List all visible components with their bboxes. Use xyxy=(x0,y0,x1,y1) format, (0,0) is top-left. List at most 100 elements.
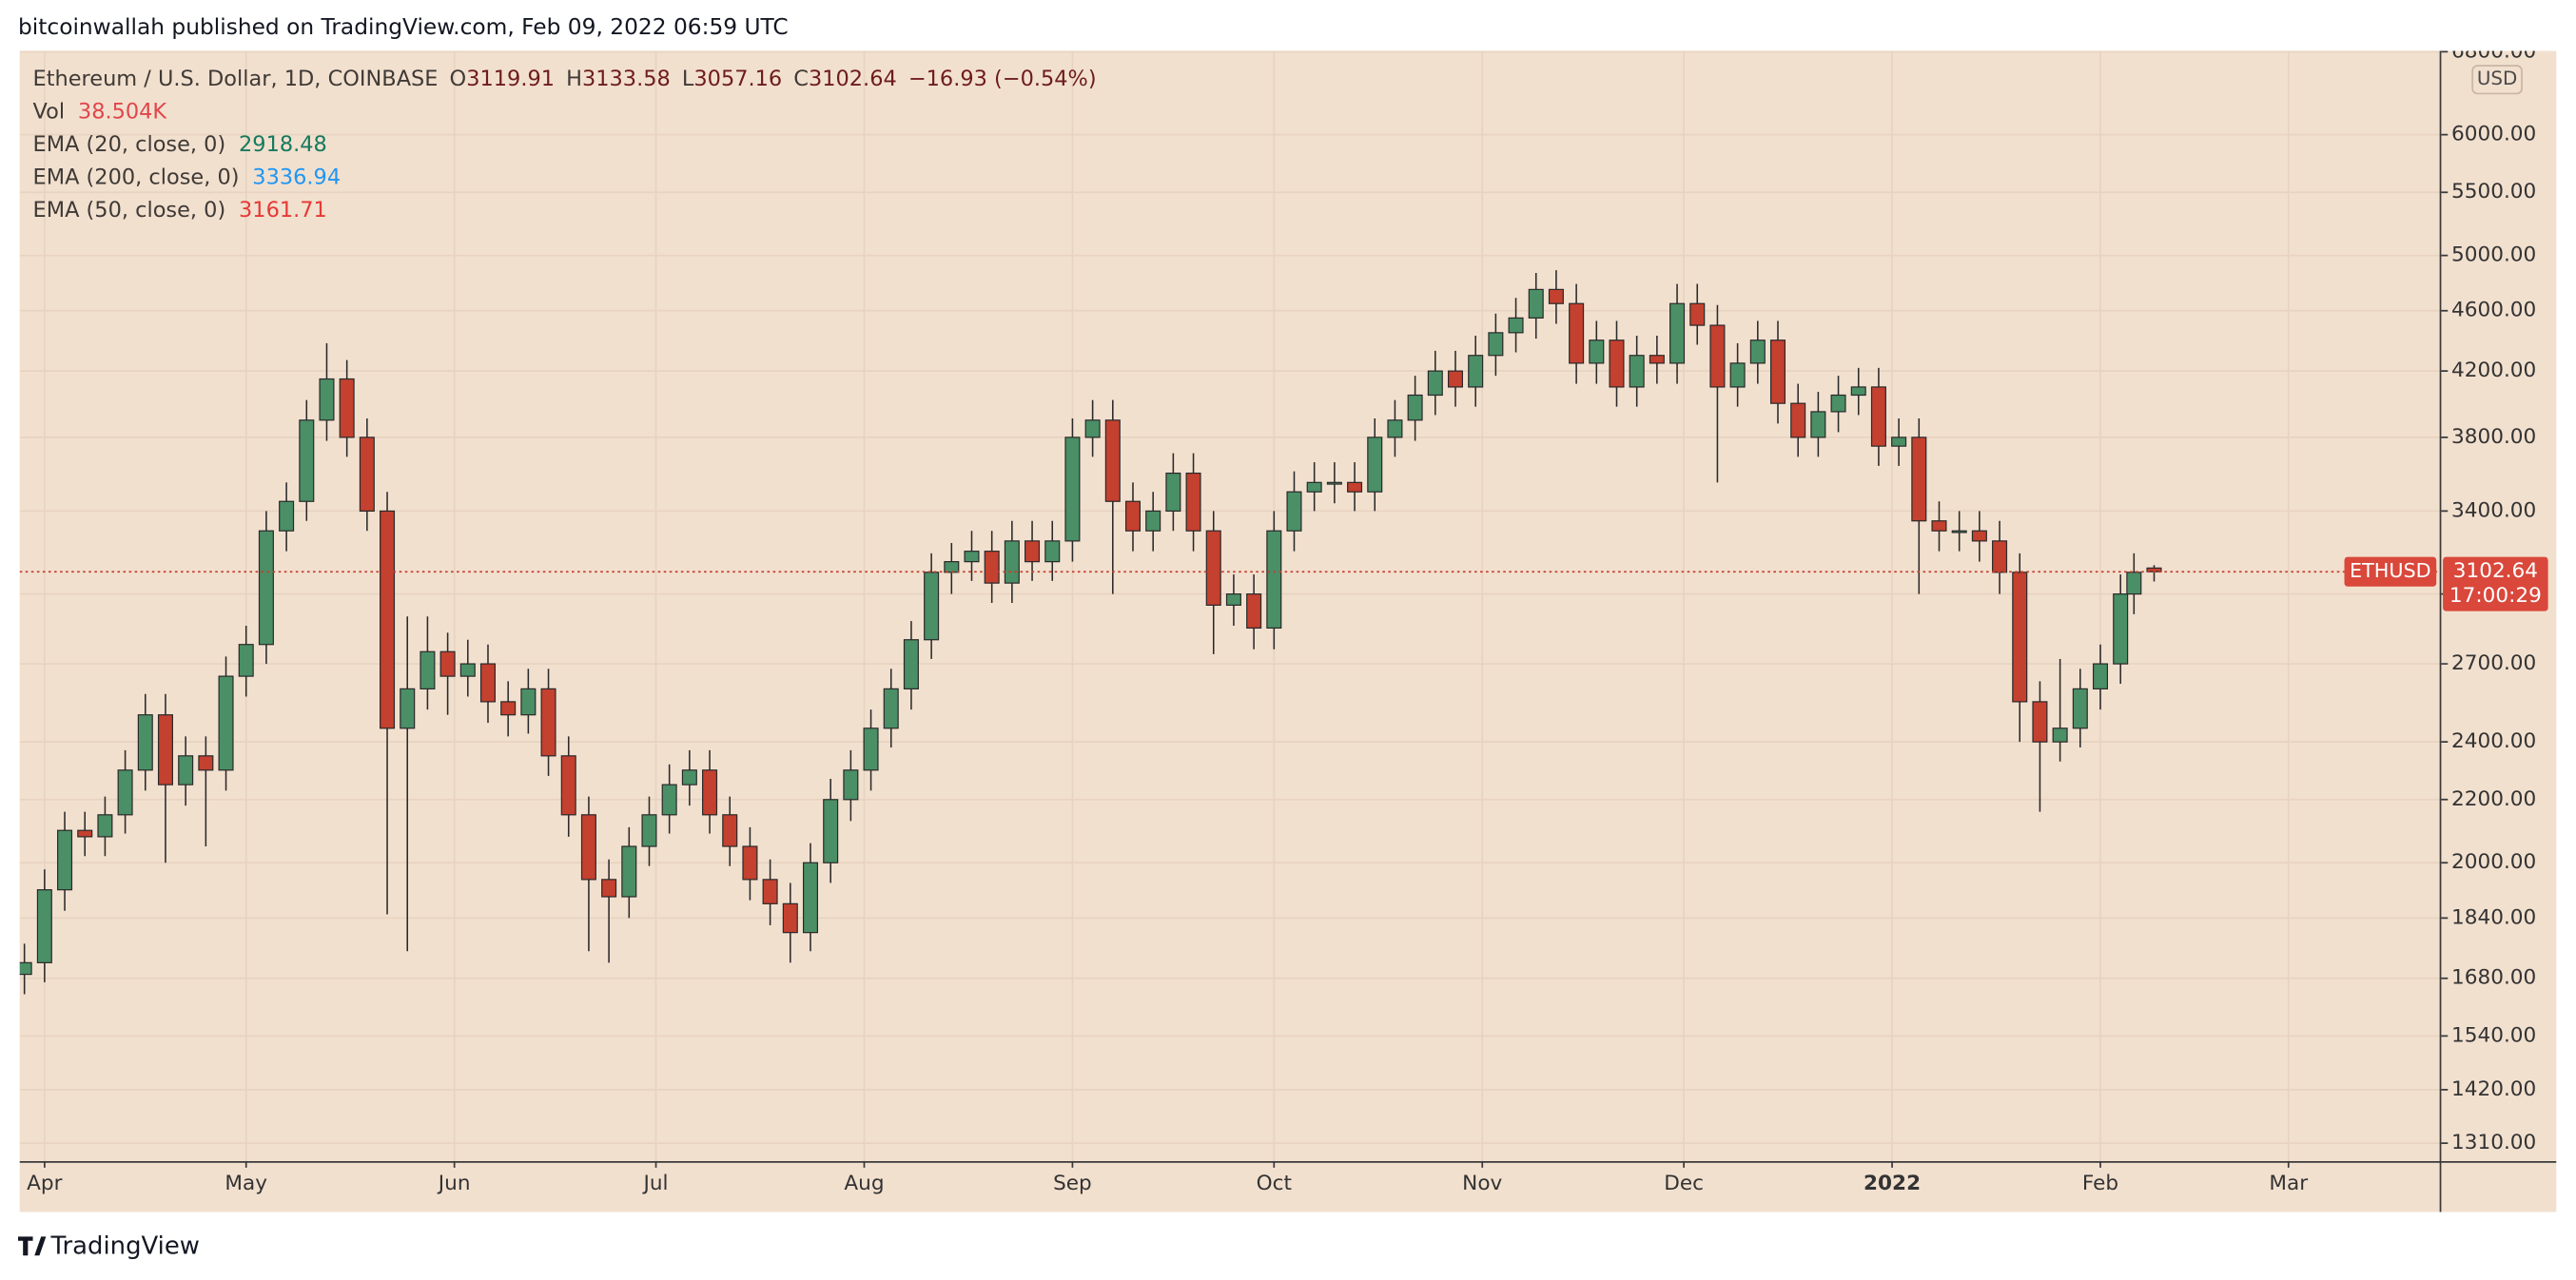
candle-body xyxy=(439,650,456,677)
currency-label[interactable]: USD xyxy=(2477,68,2517,89)
candle-body xyxy=(319,378,335,421)
candle-body xyxy=(1870,386,1886,447)
candle-body xyxy=(520,688,537,716)
candle-body xyxy=(2092,663,2109,689)
y-tick-label: 6000.00 xyxy=(2451,123,2536,146)
x-tick-label: Jun xyxy=(437,1172,471,1195)
chart-background xyxy=(19,50,2557,1212)
candle-body xyxy=(1548,288,1564,304)
candle-body xyxy=(903,639,919,689)
price-label: 3102.64 xyxy=(2453,559,2538,583)
candle-body xyxy=(762,879,778,904)
candle-body xyxy=(1205,530,1221,606)
candle-body xyxy=(1266,530,1282,629)
indicator-value: 3336.94 xyxy=(252,165,341,189)
x-tick-label: Mar xyxy=(2269,1172,2308,1195)
candle-body xyxy=(1488,332,1504,357)
candle-body xyxy=(279,500,295,532)
candle-body xyxy=(863,727,879,771)
candle-body xyxy=(400,688,416,729)
candle-body xyxy=(580,814,596,881)
y-tick-label: 4200.00 xyxy=(2451,359,2536,382)
y-tick-label: 4600.00 xyxy=(2451,299,2536,322)
y-tick-label: 1840.00 xyxy=(2451,905,2536,929)
candle-body xyxy=(1669,302,1686,364)
ticker-label: ETHUSD xyxy=(2350,559,2431,582)
symbol-name: Ethereum / U.S. Dollar, 1D, COINBASE xyxy=(33,66,439,90)
ohlc-value: 3119.91 xyxy=(466,66,555,90)
x-tick-label: Sep xyxy=(1053,1172,1092,1195)
logo-text[interactable]: TradingView xyxy=(50,1232,200,1260)
footer-logo[interactable]: TradingView xyxy=(17,1232,200,1260)
candle-body xyxy=(1044,540,1061,563)
candle-body xyxy=(601,879,617,898)
candle-body xyxy=(137,714,153,771)
y-tick-label: 1680.00 xyxy=(2451,966,2536,990)
x-tick-label: Jul xyxy=(642,1172,669,1195)
y-tick-label: 1540.00 xyxy=(2451,1023,2536,1047)
candle-body xyxy=(1649,355,1665,364)
ohlc-key: H xyxy=(566,66,582,90)
candle-body xyxy=(420,650,436,689)
candle-body xyxy=(500,701,517,716)
ohlc-value: 3057.16 xyxy=(693,66,782,90)
x-tick-label: Dec xyxy=(1664,1172,1704,1195)
candle-body xyxy=(299,419,315,502)
candle-body xyxy=(1911,436,1927,522)
y-tick-label: 2700.00 xyxy=(2451,651,2536,675)
y-tick-label: 1310.00 xyxy=(2451,1131,2536,1154)
logo-icon[interactable] xyxy=(17,1236,47,1256)
candle-body xyxy=(1569,302,1585,364)
candle-body xyxy=(238,644,254,677)
indicator-value: 2918.48 xyxy=(239,131,327,156)
candle-body xyxy=(2072,688,2088,729)
indicator-legend: EMA (20, close, 0) 2918.48 xyxy=(33,131,327,156)
candle-body xyxy=(1931,520,1947,532)
candle-body xyxy=(2113,593,2129,665)
symbol-legend: Ethereum / U.S. Dollar, 1D, COINBASE O311… xyxy=(33,66,1097,90)
indicator-legend: EMA (200, close, 0) 3336.94 xyxy=(33,165,342,189)
y-tick-label: 3400.00 xyxy=(2451,498,2536,522)
currency-box[interactable] xyxy=(2471,65,2523,95)
y-tick-label: 1420.00 xyxy=(2451,1077,2536,1101)
candle-body xyxy=(823,799,839,863)
candle-body xyxy=(19,961,32,976)
ohlc-key: L xyxy=(682,66,694,90)
candle-body xyxy=(1508,317,1524,334)
candle-body xyxy=(1145,510,1161,532)
ohlc-value: 3102.64 xyxy=(809,66,897,90)
candle-body xyxy=(1891,436,1907,447)
x-tick-label: Aug xyxy=(844,1172,884,1195)
candle-body xyxy=(1609,339,1625,388)
candle-body xyxy=(1709,324,1726,388)
candle-body xyxy=(2052,727,2068,743)
y-tick-label: 3800.00 xyxy=(2451,425,2536,449)
candle-body xyxy=(1790,402,1806,438)
candle-body xyxy=(621,845,637,898)
candle-body xyxy=(459,663,476,677)
candle-body xyxy=(1951,530,1967,533)
candle-body xyxy=(178,755,194,785)
candle-body xyxy=(944,561,960,573)
indicator-name: Vol xyxy=(33,99,66,124)
candle-body xyxy=(1306,481,1322,493)
ohlc-value: 3133.58 xyxy=(582,66,671,90)
candle-body xyxy=(1850,386,1866,397)
candle-body xyxy=(1447,370,1464,388)
candle-body xyxy=(1769,339,1786,404)
candle-body xyxy=(1830,394,1846,413)
candle-body xyxy=(843,769,859,801)
candle-body xyxy=(2012,572,2028,703)
candle-body xyxy=(57,829,73,891)
candle-body xyxy=(1407,394,1423,421)
x-tick-label: Oct xyxy=(1257,1172,1292,1195)
x-tick-label: Feb xyxy=(2082,1172,2118,1195)
candle-body xyxy=(359,436,375,513)
x-tick-label: Apr xyxy=(27,1172,62,1195)
y-tick-label: 6800.00 xyxy=(2451,39,2536,63)
candle-body xyxy=(1427,370,1443,397)
candle-body xyxy=(802,862,819,934)
candle-body xyxy=(1165,472,1181,513)
x-tick-label: May xyxy=(224,1172,267,1195)
